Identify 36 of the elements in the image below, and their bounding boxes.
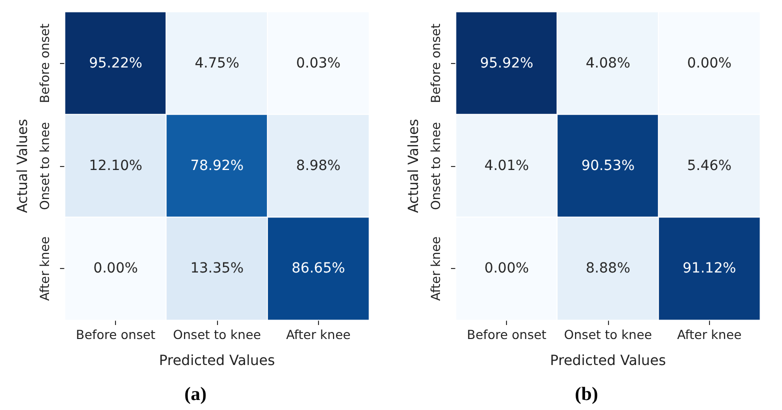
y-axis-title: Actual Values: [15, 118, 31, 214]
y-tick-label: After knee: [428, 236, 443, 301]
y-tick-label: Before onset: [37, 23, 52, 104]
y-tick-label: Before onset: [428, 23, 443, 104]
data-label: 91.12%: [682, 260, 736, 277]
data-label: 13.35%: [190, 260, 244, 277]
x-tick-label: Before onset: [466, 327, 547, 342]
data-label: 0.00%: [484, 260, 529, 277]
data-label: 4.08%: [586, 55, 630, 72]
data-label: 0.00%: [687, 55, 732, 72]
data-label: 95.92%: [480, 55, 534, 72]
text: (a): [184, 384, 207, 405]
y-axis-title: Actual Values: [406, 118, 422, 214]
x-axis-title: Predicted Values: [550, 353, 666, 369]
data-label: 8.98%: [296, 158, 341, 174]
data-label: 8.88%: [586, 260, 630, 277]
data-label: 0.03%: [296, 55, 341, 72]
x-tick-label: Onset to knee: [173, 327, 262, 342]
x-tick-label: Before onset: [76, 327, 156, 342]
y-tick-label: Onset to knee: [37, 122, 52, 210]
y-tick-label: Onset to knee: [428, 122, 443, 210]
x-tick-label: After knee: [286, 327, 351, 342]
data-label: 90.53%: [581, 158, 635, 174]
data-label: 86.65%: [292, 260, 346, 277]
data-label: 95.22%: [88, 55, 142, 72]
x-axis-title: Predicted Values: [159, 353, 275, 369]
data-label: 12.10%: [88, 158, 142, 174]
y-tick-label: After knee: [37, 236, 52, 301]
data-label: 4.01%: [484, 158, 529, 174]
data-label: 78.92%: [190, 158, 244, 174]
x-tick-label: After knee: [677, 327, 742, 342]
x-tick-label: Onset to knee: [564, 327, 652, 342]
data-label: 0.00%: [93, 260, 138, 277]
data-label: 4.75%: [194, 55, 240, 72]
text: (b): [574, 384, 598, 405]
data-label: 5.46%: [687, 158, 732, 174]
